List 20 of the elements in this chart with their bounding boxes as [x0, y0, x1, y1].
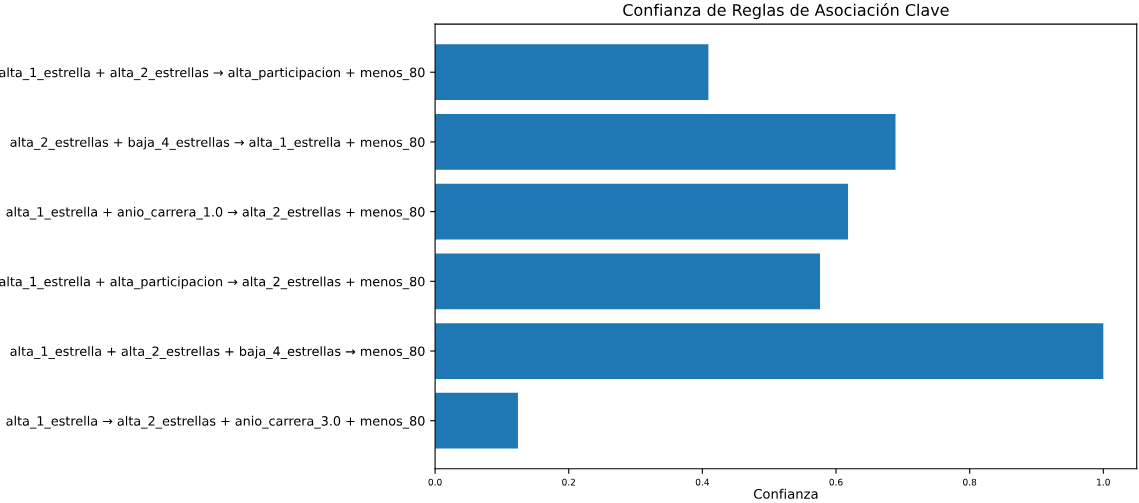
x-tick-label: 0.4: [695, 478, 710, 486]
bar: [435, 44, 709, 101]
x-tick-label: 0.2: [562, 478, 576, 486]
y-tick-label: alta_1_estrella + alta_participacion → alta_2_estrellas + menos_80: [0, 276, 425, 290]
bar: [435, 253, 820, 310]
x-tick-label: 0.6: [829, 478, 843, 486]
x-tick-label: 0.0: [428, 478, 442, 486]
bar: [435, 183, 849, 240]
y-tick-label: alta_1_estrella + alta_2_estrellas → alta_participacion + menos_80: [0, 67, 425, 81]
y-tick-label: alta_1_estrella + alta_2_estrellas + baja_4_estrellas → menos_80: [10, 346, 425, 359]
bar: [435, 323, 1104, 379]
x-tick-label: 1.0: [1097, 478, 1110, 486]
x-axis-title: Confianza: [753, 488, 818, 499]
x-tick-label: 0.8: [963, 478, 977, 486]
y-tick-label: alta_2_estrellas + baja_4_estrellas → alta_1_estrella + menos_80: [10, 137, 425, 150]
bar: [435, 114, 896, 170]
chart-title: Confianza de Reglas de Asociación Clave: [623, 3, 949, 20]
y-tick-label: alta_1_estrella + anio_carrera_1.0 → alta_2_estrellas + menos_80: [6, 206, 425, 220]
y-tick-label: alta_1_estrella → alta_2_estrellas + anio_carrera_3.0 + menos_80: [6, 415, 425, 429]
bar: [435, 392, 518, 449]
